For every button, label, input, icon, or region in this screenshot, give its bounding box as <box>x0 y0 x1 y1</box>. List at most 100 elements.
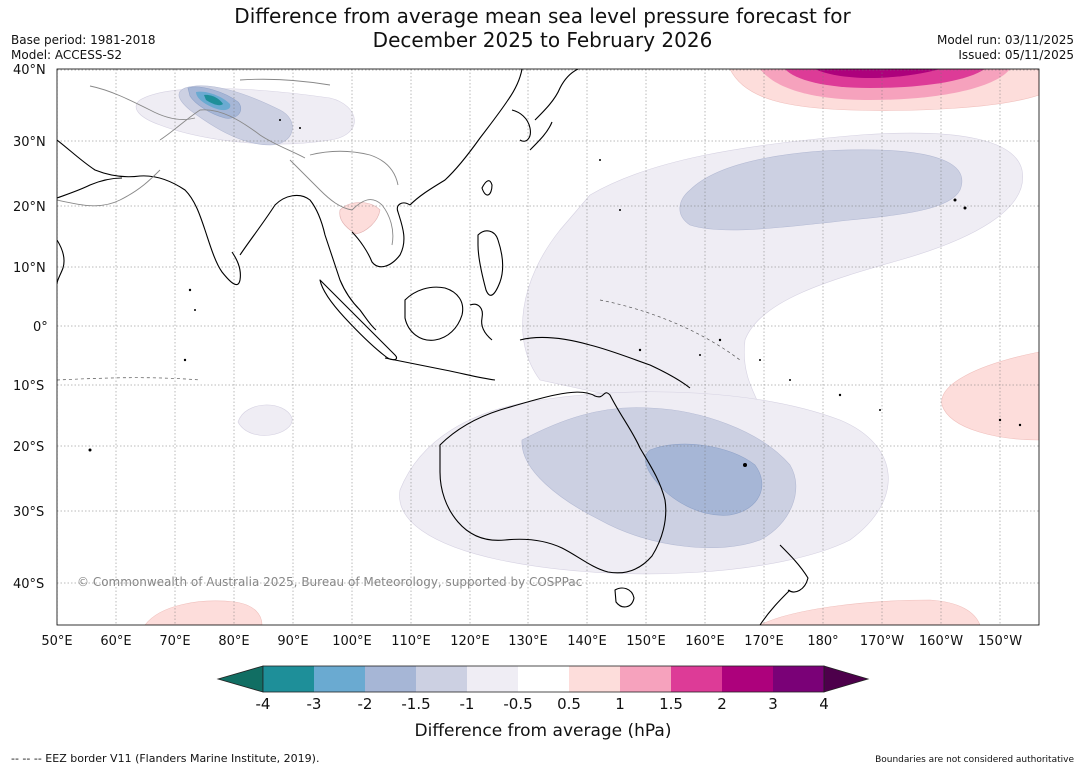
anomaly-fields <box>135 69 1039 625</box>
lon-label: 100°E <box>332 634 372 649</box>
title-line-2: December 2025 to February 2026 <box>372 28 713 52</box>
anomaly-band-plus-0.5-thailand <box>339 202 381 235</box>
issued-date: Issued: 05/11/2025 <box>958 48 1074 62</box>
lat-label-40n: 40°N <box>13 63 46 78</box>
colorbar-segment <box>671 666 722 692</box>
colorbar-segment <box>314 666 365 692</box>
eez-borders <box>57 299 741 381</box>
colorbar-segment <box>263 666 314 692</box>
colorbar-extend-max <box>823 665 870 693</box>
lat-label-30s: 30°S <box>13 505 44 520</box>
eez-note: -- -- -- EEZ border V11 (Flanders Marine… <box>11 752 320 765</box>
colorbar-segment <box>620 666 671 692</box>
lat-label-0: 0° <box>33 320 48 335</box>
coast-new-guinea <box>519 336 691 389</box>
title-line-1: Difference from average mean sea level p… <box>234 4 851 28</box>
coast-new-zealand <box>759 544 809 625</box>
colorbar-tick: 2 <box>717 695 727 713</box>
lon-label: 170°W <box>860 634 904 649</box>
lon-label: 150°W <box>978 634 1022 649</box>
colorbar-tick: -4 <box>256 695 271 713</box>
colorbar-tick: 0.5 <box>557 695 581 713</box>
lat-label-20s: 20°S <box>13 440 44 455</box>
colorbar-tick: -3 <box>307 695 322 713</box>
colorbar-tick: 1 <box>615 695 625 713</box>
islands <box>88 119 1022 467</box>
coast-philippines <box>477 230 504 296</box>
colorbar-tick: -0.5 <box>503 695 532 713</box>
anomaly-band-minus-1-pacific <box>679 149 963 231</box>
lon-label: 140°E <box>567 634 607 649</box>
coast-bay-of-bengal <box>239 194 377 331</box>
lon-label: 130°E <box>508 634 548 649</box>
map-frame <box>56 68 1040 626</box>
lon-label: 160°E <box>685 634 725 649</box>
graticule <box>57 69 1039 625</box>
coast-borneo <box>404 286 464 341</box>
coast-asia-west <box>57 139 241 286</box>
lon-label: 90°E <box>277 634 308 649</box>
colorbar-segment <box>416 666 467 692</box>
lat-label-20n: 20°N <box>13 200 46 215</box>
map-area: © Commonwealth of Australia 2025, Bureau… <box>57 69 1039 625</box>
colorbar-segment <box>365 666 416 692</box>
coast-iran <box>57 177 123 199</box>
anomaly-band-minus-3-himalaya <box>204 94 223 106</box>
colorbar-segment <box>569 666 620 692</box>
colorbar-tick: -1 <box>460 695 475 713</box>
colorbar-segment <box>518 666 569 692</box>
coast-japan <box>529 69 579 151</box>
colorbar-frame <box>262 665 825 693</box>
anomaly-band-plus-0.5-southern-ocean-east <box>759 599 981 625</box>
meta-right: Model run: 03/11/2025 Issued: 05/11/2025 <box>937 33 1074 63</box>
anomaly-band-minus-0.5-india <box>237 404 293 436</box>
coast-indochina <box>351 202 411 268</box>
lat-label-10s: 10°S <box>13 379 44 394</box>
lon-label: 180° <box>807 634 838 649</box>
colorbar-tick: 1.5 <box>659 695 683 713</box>
anomaly-band-plus-2-north-pacific <box>815 69 940 78</box>
coast-taiwan <box>481 180 493 196</box>
coast-tasmania <box>614 587 635 608</box>
coast-java <box>384 357 496 381</box>
anomaly-band-plus-0.5-southern-ocean-west <box>144 600 263 625</box>
model-name: Model: ACCESS-S2 <box>11 48 123 62</box>
colorbar-tick: 4 <box>819 695 829 713</box>
colorbar-segment <box>467 666 518 692</box>
boundaries-note: Boundaries are not considered authoritat… <box>875 755 1074 765</box>
coast-australia <box>439 391 667 574</box>
coast-sulawesi <box>469 303 493 341</box>
lat-label-40s: 40°S <box>13 577 44 592</box>
colorbar-extend-min <box>216 665 264 693</box>
meta-left: Base period: 1981-2018 Model: ACCESS-S2 <box>11 33 156 63</box>
copyright-text: © Commonwealth of Australia 2025, Bureau… <box>77 575 582 589</box>
colorbar-title: Difference from average (hPa) <box>415 721 672 741</box>
base-period: Base period: 1981-2018 <box>11 33 156 47</box>
lon-label: 110°E <box>391 634 431 649</box>
colorbar-tick-labels: -4 -3 -2 -1.5 -1 -0.5 0.5 1 1.5 2 3 4 <box>256 695 829 713</box>
colorbar-segment <box>722 666 773 692</box>
latitude-labels: 40°N 30°N 20°N 10°N 0° 10°S 20°S 30°S 40… <box>13 63 48 592</box>
lon-label: 80°E <box>218 634 249 649</box>
coast-arabia <box>57 239 65 285</box>
colorbar-tick: -2 <box>358 695 373 713</box>
anomaly-band-minus-1.5-australia <box>645 443 763 516</box>
lat-label-10n: 10°N <box>13 261 46 276</box>
colorbar-segment <box>773 666 824 692</box>
longitude-labels: 50°E 60°E 70°E 80°E 90°E 100°E 110°E 120… <box>41 634 1022 649</box>
lon-label: 50°E <box>41 634 72 649</box>
lon-label: 150°E <box>626 634 666 649</box>
colorbar: -4 -3 -2 -1.5 -1 -0.5 0.5 1 1.5 2 3 4 Di… <box>216 665 870 741</box>
coast-china <box>409 69 523 206</box>
colorbar-tick: 3 <box>768 695 778 713</box>
map-title: Difference from average mean sea level p… <box>0 4 1085 52</box>
lon-label: 60°E <box>100 634 131 649</box>
coastlines <box>57 69 809 625</box>
lon-label: 160°W <box>919 634 963 649</box>
lon-label: 70°E <box>159 634 190 649</box>
lon-label: 170°E <box>744 634 784 649</box>
coast-korea <box>511 109 531 142</box>
lat-label-30n: 30°N <box>13 135 46 150</box>
lon-label: 120°E <box>450 634 490 649</box>
